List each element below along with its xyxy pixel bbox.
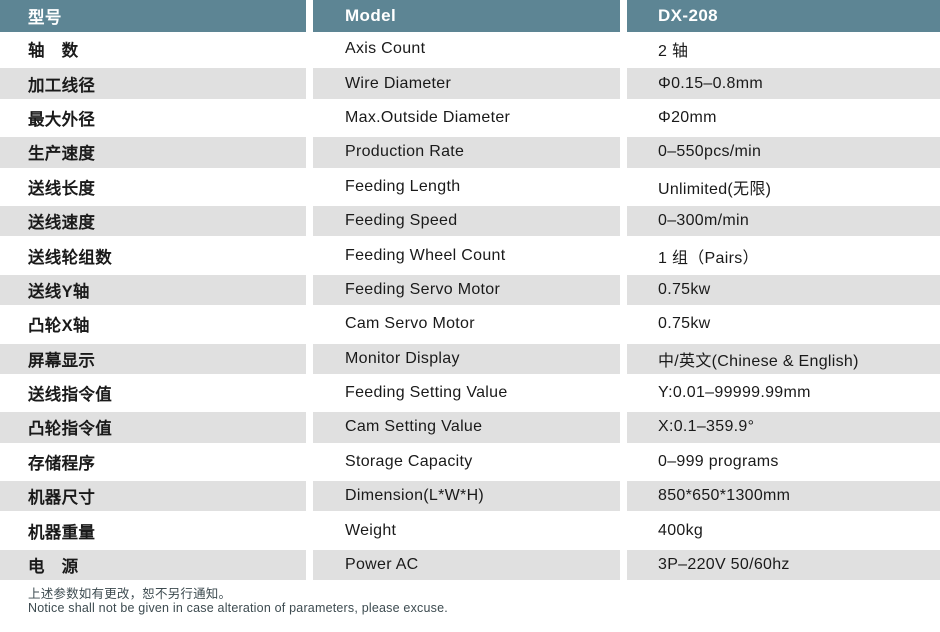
spec-label-en: Feeding Speed (313, 205, 620, 237)
spec-label-en: Cam Servo Motor (313, 309, 620, 340)
spec-row: 送线轮组数 Feeding Wheel Count 1 组（Pairs） (0, 238, 940, 272)
spec-label-cn: 最大外径 (0, 102, 306, 134)
spec-row: 送线指令值 Feeding Setting Value Y:0.01–99999… (0, 376, 940, 410)
spec-label-cn: 送线长度 (0, 171, 306, 202)
spec-row: 送线Y轴 Feeding Servo Motor 0.75kw (0, 273, 940, 307)
spec-row: 凸轮指令值 Cam Setting Value X:0.1–359.9° (0, 410, 940, 444)
spec-label-en: Production Rate (313, 137, 620, 168)
spec-row: 机器尺寸 Dimension(L*W*H) 850*650*1300mm (0, 479, 940, 513)
spec-label-cn: 电 源 (0, 549, 306, 581)
spec-row: 生产速度 Production Rate 0–550pcs/min (0, 135, 940, 169)
header-model-value: DX-208 (627, 0, 940, 32)
spec-value: 1 组（Pairs） (627, 240, 940, 271)
spec-label-en: Weight (313, 515, 620, 546)
spec-row: 机器重量 Weight 400kg (0, 513, 940, 547)
spec-value: 2 轴 (627, 34, 940, 65)
spec-label-en: Axis Count (313, 34, 620, 65)
spec-row: 轴 数 Axis Count 2 轴 (0, 32, 940, 66)
spec-table-header: 型号 Model DX-208 (0, 0, 940, 32)
footer-note-cn: 上述参数如有更改，恕不另行通知。 (28, 587, 232, 602)
spec-label-en: Dimension(L*W*H) (313, 481, 620, 512)
spec-value: 0–550pcs/min (627, 137, 940, 168)
spec-label-cn: 屏幕显示 (0, 343, 306, 374)
spec-label-en: Power AC (313, 549, 620, 581)
spec-value: 0.75kw (627, 274, 940, 306)
spec-label-cn: 凸轮X轴 (0, 309, 306, 340)
spec-row: 加工线径 Wire Diameter Φ0.15–0.8mm (0, 66, 940, 100)
footer-note-en: Notice shall not be given in case altera… (28, 601, 448, 616)
spec-label-en: Wire Diameter (313, 68, 620, 99)
spec-label-cn: 送线速度 (0, 205, 306, 237)
spec-label-cn: 存储程序 (0, 446, 306, 478)
spec-label-en: Storage Capacity (313, 446, 620, 478)
spec-value: Y:0.01–99999.99mm (627, 377, 940, 409)
spec-label-cn: 送线轮组数 (0, 240, 306, 271)
spec-row: 凸轮X轴 Cam Servo Motor 0.75kw (0, 307, 940, 341)
spec-value: X:0.1–359.9° (627, 412, 940, 443)
spec-label-en: Feeding Length (313, 171, 620, 202)
spec-value: 400kg (627, 515, 940, 546)
spec-label-cn: 轴 数 (0, 34, 306, 65)
spec-label-cn: 凸轮指令值 (0, 412, 306, 443)
spec-label-cn: 送线Y轴 (0, 274, 306, 306)
spec-row: 屏幕显示 Monitor Display 中/英文(Chinese & Engl… (0, 342, 940, 376)
spec-label-en: Feeding Wheel Count (313, 240, 620, 271)
spec-value: 0.75kw (627, 309, 940, 340)
footer-notes: 上述参数如有更改，恕不另行通知。 Notice shall not be giv… (28, 587, 940, 615)
spec-label-cn: 机器重量 (0, 515, 306, 546)
spec-row: 送线速度 Feeding Speed 0–300m/min (0, 204, 940, 238)
spec-label-cn: 加工线径 (0, 68, 306, 99)
header-label-model: Model (313, 0, 620, 32)
spec-row: 存储程序 Storage Capacity 0–999 programs (0, 445, 940, 479)
spec-row: 送线长度 Feeding Length Unlimited(无限) (0, 170, 940, 204)
spec-label-en: Feeding Setting Value (313, 377, 620, 409)
spec-label-en: Feeding Servo Motor (313, 274, 620, 306)
spec-value: 中/英文(Chinese & English) (627, 343, 940, 374)
spec-value: Unlimited(无限) (627, 171, 940, 202)
spec-label-cn: 生产速度 (0, 137, 306, 168)
spec-label-cn: 送线指令值 (0, 377, 306, 409)
spec-label-en: Cam Setting Value (313, 412, 620, 443)
spec-row: 电 源 Power AC 3P–220V 50/60hz (0, 548, 940, 582)
header-label-cn: 型号 (0, 0, 306, 32)
spec-value: 0–999 programs (627, 446, 940, 478)
spec-value: 3P–220V 50/60hz (627, 549, 940, 581)
spec-label-en: Monitor Display (313, 343, 620, 374)
spec-value: 0–300m/min (627, 205, 940, 237)
spec-value: Φ0.15–0.8mm (627, 68, 940, 99)
spec-row: 最大外径 Max.Outside Diameter Φ20mm (0, 101, 940, 135)
spec-label-en: Max.Outside Diameter (313, 102, 620, 134)
spec-value: Φ20mm (627, 102, 940, 134)
spec-value: 850*650*1300mm (627, 481, 940, 512)
spec-table-body: 轴 数 Axis Count 2 轴 加工线径 Wire Diameter Φ0… (0, 32, 940, 582)
spec-label-cn: 机器尺寸 (0, 481, 306, 512)
